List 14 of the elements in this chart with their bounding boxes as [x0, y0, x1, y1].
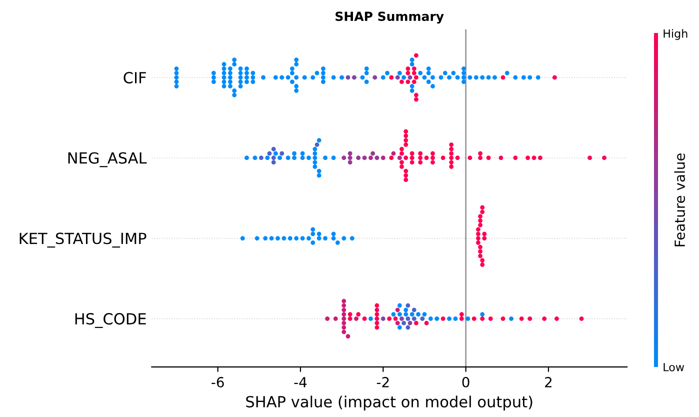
- color-bar-label: High: [664, 29, 688, 40]
- x-axis-title: SHAP value (impact on model output): [246, 396, 532, 410]
- color-bar-label: Low: [664, 363, 684, 372]
- x-tick-label: -6: [212, 376, 224, 388]
- x-tick-label: 2: [545, 376, 552, 388]
- y-tick-label: CIF: [124, 72, 146, 84]
- y-tick-label: NEG_ASAL: [68, 152, 147, 168]
- y-tick-label: KET_STATUS_IMP: [20, 232, 146, 248]
- y-tick-label: HS_CODE: [75, 313, 146, 328]
- x-tick-label: -2: [376, 376, 389, 388]
- chart-title: SHAP Summary: [336, 12, 444, 24]
- x-tick-label: 0: [462, 376, 470, 388]
- x-tick-label: -4: [294, 377, 307, 388]
- color-bar-title: Feature value: [674, 153, 686, 246]
